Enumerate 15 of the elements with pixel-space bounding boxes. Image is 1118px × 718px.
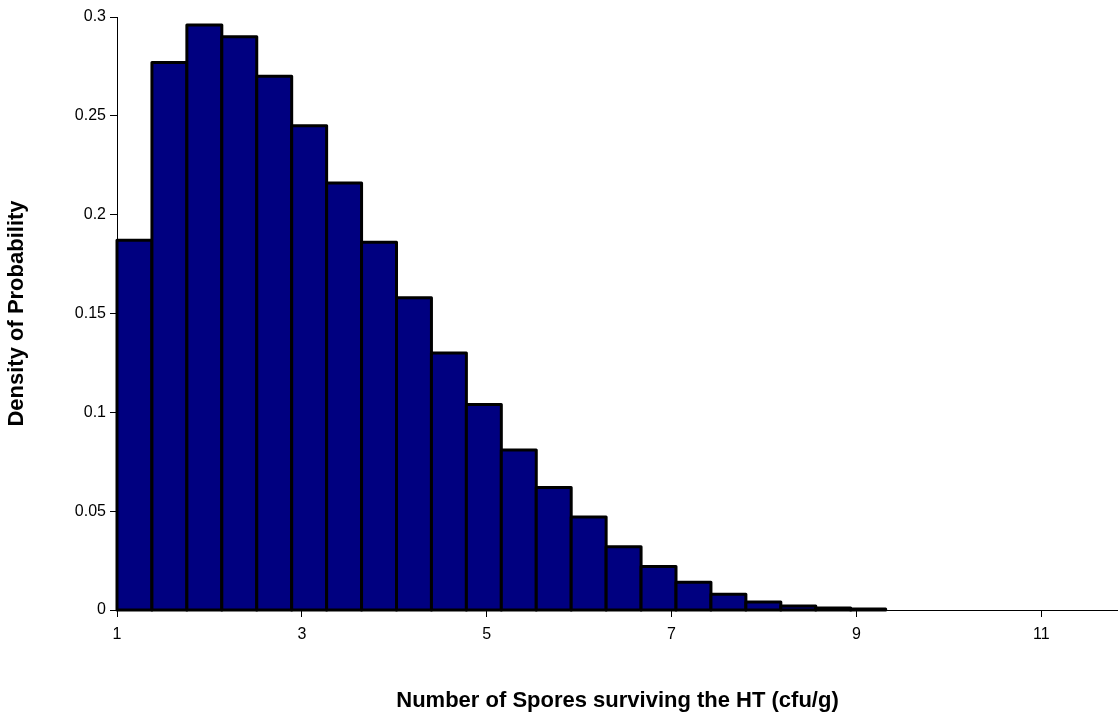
y-tick-label: 0.1	[83, 402, 107, 420]
y-tick-label: 0.15	[74, 303, 107, 321]
y-tick-label: 0.05	[74, 501, 107, 519]
x-tick-label: 5	[482, 625, 492, 643]
y-tick-label: 0	[97, 600, 107, 618]
y-tick-label: 0.2	[83, 205, 107, 223]
x-tick-label: 1	[112, 625, 122, 643]
x-axis-title: Number of Spores surviving the HT (cfu/g)	[396, 686, 839, 712]
x-tick-label: 7	[667, 625, 677, 643]
y-axis-title: Density of Probability	[3, 199, 29, 427]
x-tick-label: 11	[1032, 625, 1050, 643]
y-tick-label: 0.3	[83, 7, 107, 25]
y-tick-label: 0.25	[74, 106, 107, 124]
x-tick-label: 3	[297, 625, 307, 643]
x-tick-label: 9	[851, 625, 861, 643]
